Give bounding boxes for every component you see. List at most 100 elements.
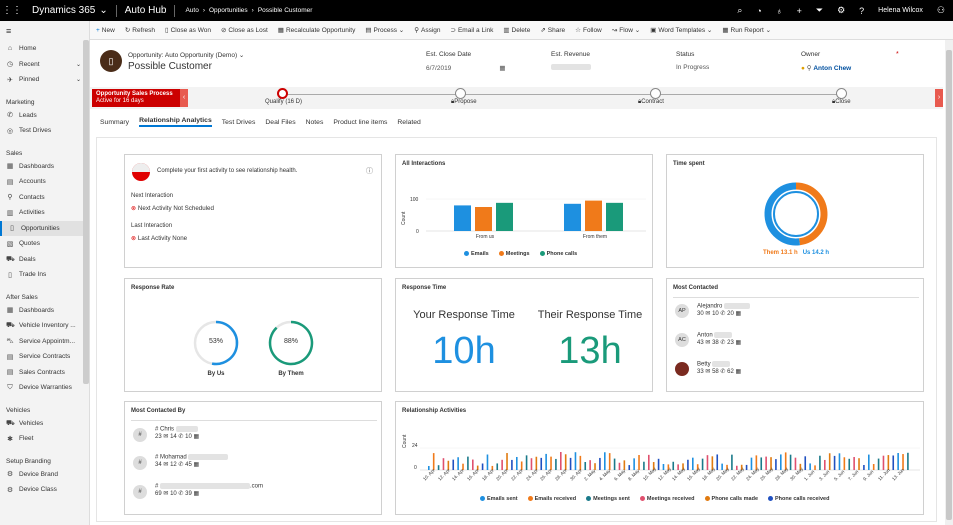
legend-emails[interactable]: Emails [464, 251, 489, 257]
tab-product-line-items[interactable]: Product line items [333, 118, 388, 126]
activity-bar[interactable] [574, 452, 577, 470]
activity-bar[interactable] [799, 463, 802, 470]
activity-bar[interactable] [828, 453, 831, 470]
nav-test-drives[interactable]: ◎ Test Drives [0, 123, 89, 139]
slice-us[interactable] [764, 182, 800, 246]
app-name[interactable]: Dynamics 365 ⌄ [24, 5, 116, 16]
activity-bar[interactable] [467, 456, 469, 470]
user-avatar-icon[interactable]: ⚇ [936, 5, 945, 15]
activity-bar[interactable] [520, 461, 523, 470]
activity-bar[interactable] [462, 463, 464, 470]
process-button[interactable]: ▤ Process ⌄ [365, 27, 405, 34]
activity-bar[interactable] [887, 455, 890, 470]
activity-bar[interactable] [892, 455, 895, 470]
gauge-fill-us[interactable] [211, 320, 239, 366]
bar-meetings[interactable] [475, 207, 492, 231]
owner-link[interactable]: Anton Chew [813, 65, 852, 72]
activity-bar[interactable] [638, 455, 640, 470]
activity-bar[interactable] [540, 457, 543, 470]
scrollbar-thumb[interactable] [946, 50, 952, 520]
activity-bar[interactable] [564, 454, 567, 470]
tab-test-drives[interactable]: Test Drives [221, 118, 256, 126]
chevron-left-icon[interactable]: ‹ [180, 89, 188, 107]
activity-bar[interactable] [863, 464, 865, 470]
nav-leads[interactable]: ✆ Leads [0, 108, 89, 124]
activity-bar[interactable] [696, 464, 699, 470]
activity-bar[interactable] [838, 453, 841, 470]
refresh-button[interactable]: ↻ Refresh [125, 26, 155, 34]
tab-relationship-analytics[interactable]: Relationship Analytics [139, 117, 212, 127]
activity-bar[interactable] [687, 459, 689, 470]
share-button[interactable]: ⇗ Share [540, 26, 565, 34]
breadcrumb-opportunities[interactable]: Opportunities [209, 7, 248, 14]
activity-bar[interactable] [584, 462, 587, 470]
activity-bar[interactable] [897, 453, 899, 470]
lightbulb-icon[interactable]: ♁ [775, 5, 783, 16]
activity-bar[interactable] [447, 460, 450, 470]
activity-bar[interactable] [858, 458, 860, 470]
tab-summary[interactable]: Summary [100, 118, 130, 126]
module-name[interactable]: Auto Hub [117, 5, 175, 16]
activity-bar[interactable] [628, 465, 631, 470]
activity-bar[interactable] [740, 464, 743, 470]
activity-bar[interactable] [750, 457, 753, 470]
legend-phone-calls[interactable]: Phone calls [539, 251, 577, 257]
new-button[interactable]: + New [96, 27, 115, 34]
close-as-won-button[interactable]: ▯ Close as Won [165, 26, 211, 34]
activity-bar[interactable] [648, 454, 650, 470]
activity-bar[interactable] [760, 457, 763, 470]
nav-sales-contracts[interactable]: ▤ Sales Contracts [0, 365, 89, 381]
activity-bar[interactable] [804, 456, 807, 470]
nav-device-brand[interactable]: ⚙ Device Brand [0, 467, 89, 483]
task-flow-icon[interactable]: ◔ [756, 5, 762, 16]
activity-bar[interactable] [794, 457, 797, 470]
settings-icon[interactable]: ⚙ [837, 5, 846, 15]
flow-button[interactable]: ↝ Flow ⌄ [611, 27, 641, 34]
activity-bar[interactable] [481, 463, 484, 470]
activity-bar[interactable] [530, 458, 533, 470]
activity-bar[interactable] [692, 457, 694, 470]
activity-bar[interactable] [775, 459, 777, 470]
activity-bar[interactable] [432, 453, 435, 470]
activity-bar[interactable] [535, 456, 538, 470]
nav-after-dashboards[interactable]: ▦ Dashboards [0, 303, 89, 319]
activity-bar[interactable] [511, 459, 513, 470]
legend-meetings-received[interactable]: Meetings received [639, 496, 695, 502]
activity-bar[interactable] [848, 458, 851, 470]
activity-bar[interactable] [745, 464, 748, 470]
contact-row[interactable]: # Chris 23 ✉ 14 ✆ 10 ▦ [155, 426, 199, 440]
activity-bar[interactable] [555, 458, 557, 470]
assign-button[interactable]: ⚲ Assign [414, 26, 440, 34]
word-templates-button[interactable]: ▣ Word Templates ⌄ [650, 27, 713, 34]
activity-bar[interactable] [476, 465, 479, 470]
nav-service-appointments[interactable]: ⛍ Service Appointm... [0, 334, 89, 350]
activity-bar[interactable] [789, 454, 792, 470]
legend-phone-calls-received[interactable]: Phone calls received [768, 496, 829, 502]
activity-bar[interactable] [755, 455, 758, 470]
activity-bar[interactable] [721, 463, 723, 470]
nav-quotes[interactable]: ▧ Quotes [0, 236, 89, 252]
nav-fleet[interactable]: ✱ Fleet [0, 431, 89, 447]
nav-device-class[interactable]: ⚙ Device Class [0, 482, 89, 498]
activity-bar[interactable] [491, 465, 494, 470]
tab-deal-files[interactable]: Deal Files [265, 118, 296, 126]
user-name[interactable]: Helena Wilcox [878, 7, 923, 14]
bar-emails[interactable] [564, 203, 581, 231]
activity-bar[interactable] [643, 461, 645, 470]
stage-close-node[interactable] [836, 88, 847, 99]
activity-bar[interactable] [731, 454, 733, 470]
nav-vehicles[interactable]: ⛟ Vehicles [0, 416, 89, 432]
chevron-right-icon[interactable]: › [935, 89, 943, 107]
activity-bar[interactable] [706, 455, 709, 470]
activity-bar[interactable] [608, 453, 611, 470]
bar-emails[interactable] [454, 205, 471, 231]
nav-device-warranties[interactable]: ⛉ Device Warranties [0, 380, 89, 396]
activity-bar[interactable] [662, 464, 665, 470]
nav-accounts[interactable]: ▤ Accounts [0, 174, 89, 190]
stage-contract[interactable]: 🔒︎Contract [638, 99, 664, 106]
contact-row[interactable]: Alejandro 30 ✉ 10 ✆ 20 ▦ [697, 303, 751, 317]
activity-bar[interactable] [545, 453, 547, 470]
activity-bar[interactable] [657, 458, 660, 470]
page-scrollbar[interactable] [945, 40, 953, 525]
activity-bar[interactable] [516, 456, 518, 470]
